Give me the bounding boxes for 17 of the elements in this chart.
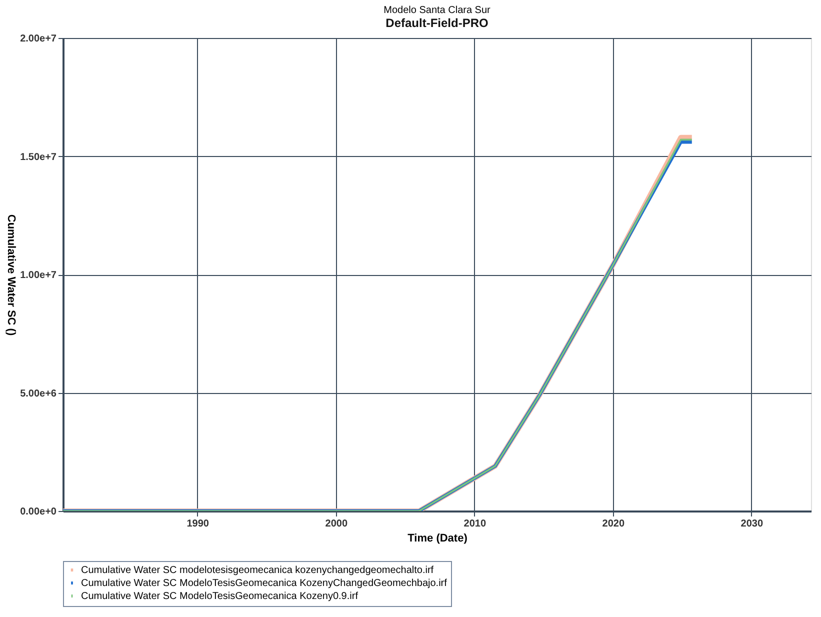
x-tick-label: 2020	[602, 518, 625, 530]
x-tick-label: 2010	[464, 518, 486, 530]
legend-label: Cumulative Water SC modelotesisgeomecanica kozenychangedgeomechalto.irf	[81, 565, 434, 576]
chart-title: Modelo Santa Clara Sur	[384, 5, 492, 16]
legend-label: Cumulative Water SC ModeloTesisGeomecanica KozenyChangedGeomechbajo.irf	[81, 578, 448, 589]
y-tick-label: 5.00e+6	[20, 388, 57, 400]
y-tick-label: 1.50e+7	[20, 152, 57, 163]
x-tick-label: 1990	[186, 518, 210, 530]
legend-label: Cumulative Water SC ModeloTesisGeomecanica Kozeny0.9.irf	[81, 591, 358, 602]
y-tick-label: 1.00e+7	[20, 270, 57, 281]
y-tick-label: 2.00e+7	[20, 34, 57, 44]
x-tick-label: 2000	[325, 518, 348, 530]
x-axis-title: Time (Date)	[408, 532, 468, 544]
y-axis-title: Cumulative Water SC ()	[5, 214, 18, 336]
x-tick-label: 2030	[740, 518, 764, 530]
chart-subtitle: Default-Field-PRO	[386, 16, 488, 30]
y-tick-label: 0.00e+0	[20, 506, 57, 518]
